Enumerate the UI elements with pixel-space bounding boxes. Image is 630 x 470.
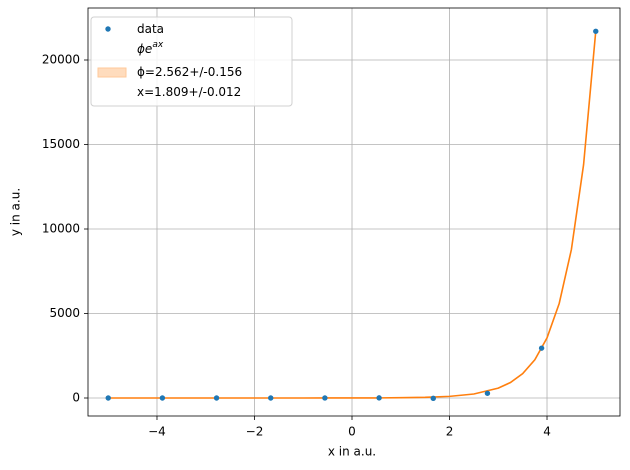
y-axis-label: y in a.u.: [9, 188, 23, 236]
x-tick-label: 0: [348, 425, 356, 439]
legend-label: x=1.809+/-0.012: [137, 85, 241, 99]
data-point: [593, 28, 599, 34]
y-tick-label: 0: [72, 391, 80, 405]
y-tick-label: 5000: [49, 306, 80, 320]
plot-frame: [87, 7, 621, 417]
legend-text: data: [137, 22, 164, 36]
legend-text: ϕe: [137, 42, 152, 56]
y-tick-label: 10000: [42, 222, 80, 236]
data-point: [376, 395, 382, 401]
legend-marker: [105, 26, 111, 32]
legend-sup: ax: [152, 40, 164, 50]
x-tick-label: 2: [446, 425, 454, 439]
data-point: [430, 395, 436, 402]
y-tick-label: 15000: [42, 137, 80, 151]
data-point: [105, 395, 111, 401]
legend-patch: [97, 67, 127, 78]
y-tick-label: 20000: [42, 53, 80, 67]
x-tick-label: 4: [543, 425, 551, 439]
x-axis-label: x in a.u.: [328, 445, 376, 459]
x-tick-label: −4: [148, 425, 166, 439]
data-point: [484, 390, 491, 396]
legend-label: ϕ=2.562+/-0.156: [137, 65, 242, 79]
x-tick-label: −2: [246, 425, 264, 439]
data-point: [268, 395, 274, 401]
data-point: [159, 395, 166, 401]
legend-label: data: [137, 22, 164, 36]
legend-box: [90, 16, 293, 107]
data-point: [213, 395, 220, 401]
legend-label: ϕeax: [137, 40, 164, 56]
data-point: [322, 395, 328, 401]
legend-text: x=1.809+/-0.012: [137, 85, 241, 99]
data-point: [538, 345, 545, 351]
legend-text: ϕ=2.562+/-0.156: [137, 65, 242, 79]
